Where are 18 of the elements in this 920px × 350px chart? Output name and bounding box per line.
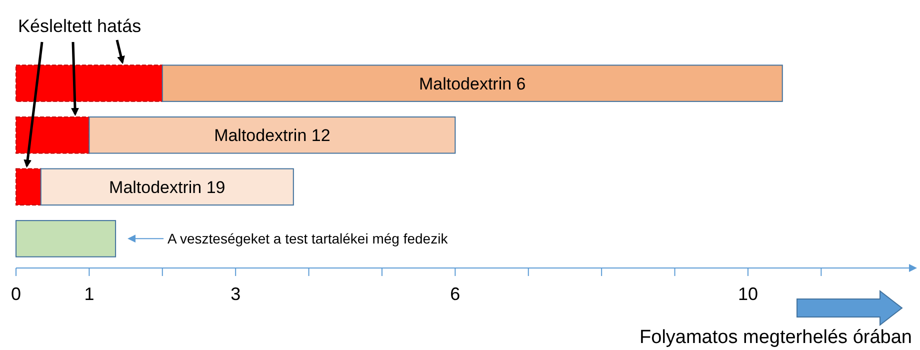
x-tick-label: 0 xyxy=(10,284,22,304)
bar xyxy=(40,168,294,206)
annotation: A veszteségeket a test tartalékei még fedezik xyxy=(168,230,449,247)
bar xyxy=(16,168,42,206)
y-tick-label: Maltodextrin 19 xyxy=(109,178,226,197)
x-tick-label: 6 xyxy=(450,284,460,304)
y-tick-label: Maltodextrin 6 xyxy=(418,74,526,94)
bar xyxy=(162,64,783,102)
bar xyxy=(16,64,163,102)
x-tick-label: 3 xyxy=(230,284,241,304)
x-tick-label: 10 xyxy=(738,284,758,304)
x-tick-label: 1 xyxy=(84,284,94,304)
text: Késleltett hatás xyxy=(18,16,142,36)
x-axis-title: Folyamatos megterhelés órában xyxy=(640,327,912,348)
bar xyxy=(16,116,90,154)
bar xyxy=(16,220,116,258)
bar xyxy=(88,116,456,154)
y-tick-label: Maltodextrin 12 xyxy=(214,126,330,146)
